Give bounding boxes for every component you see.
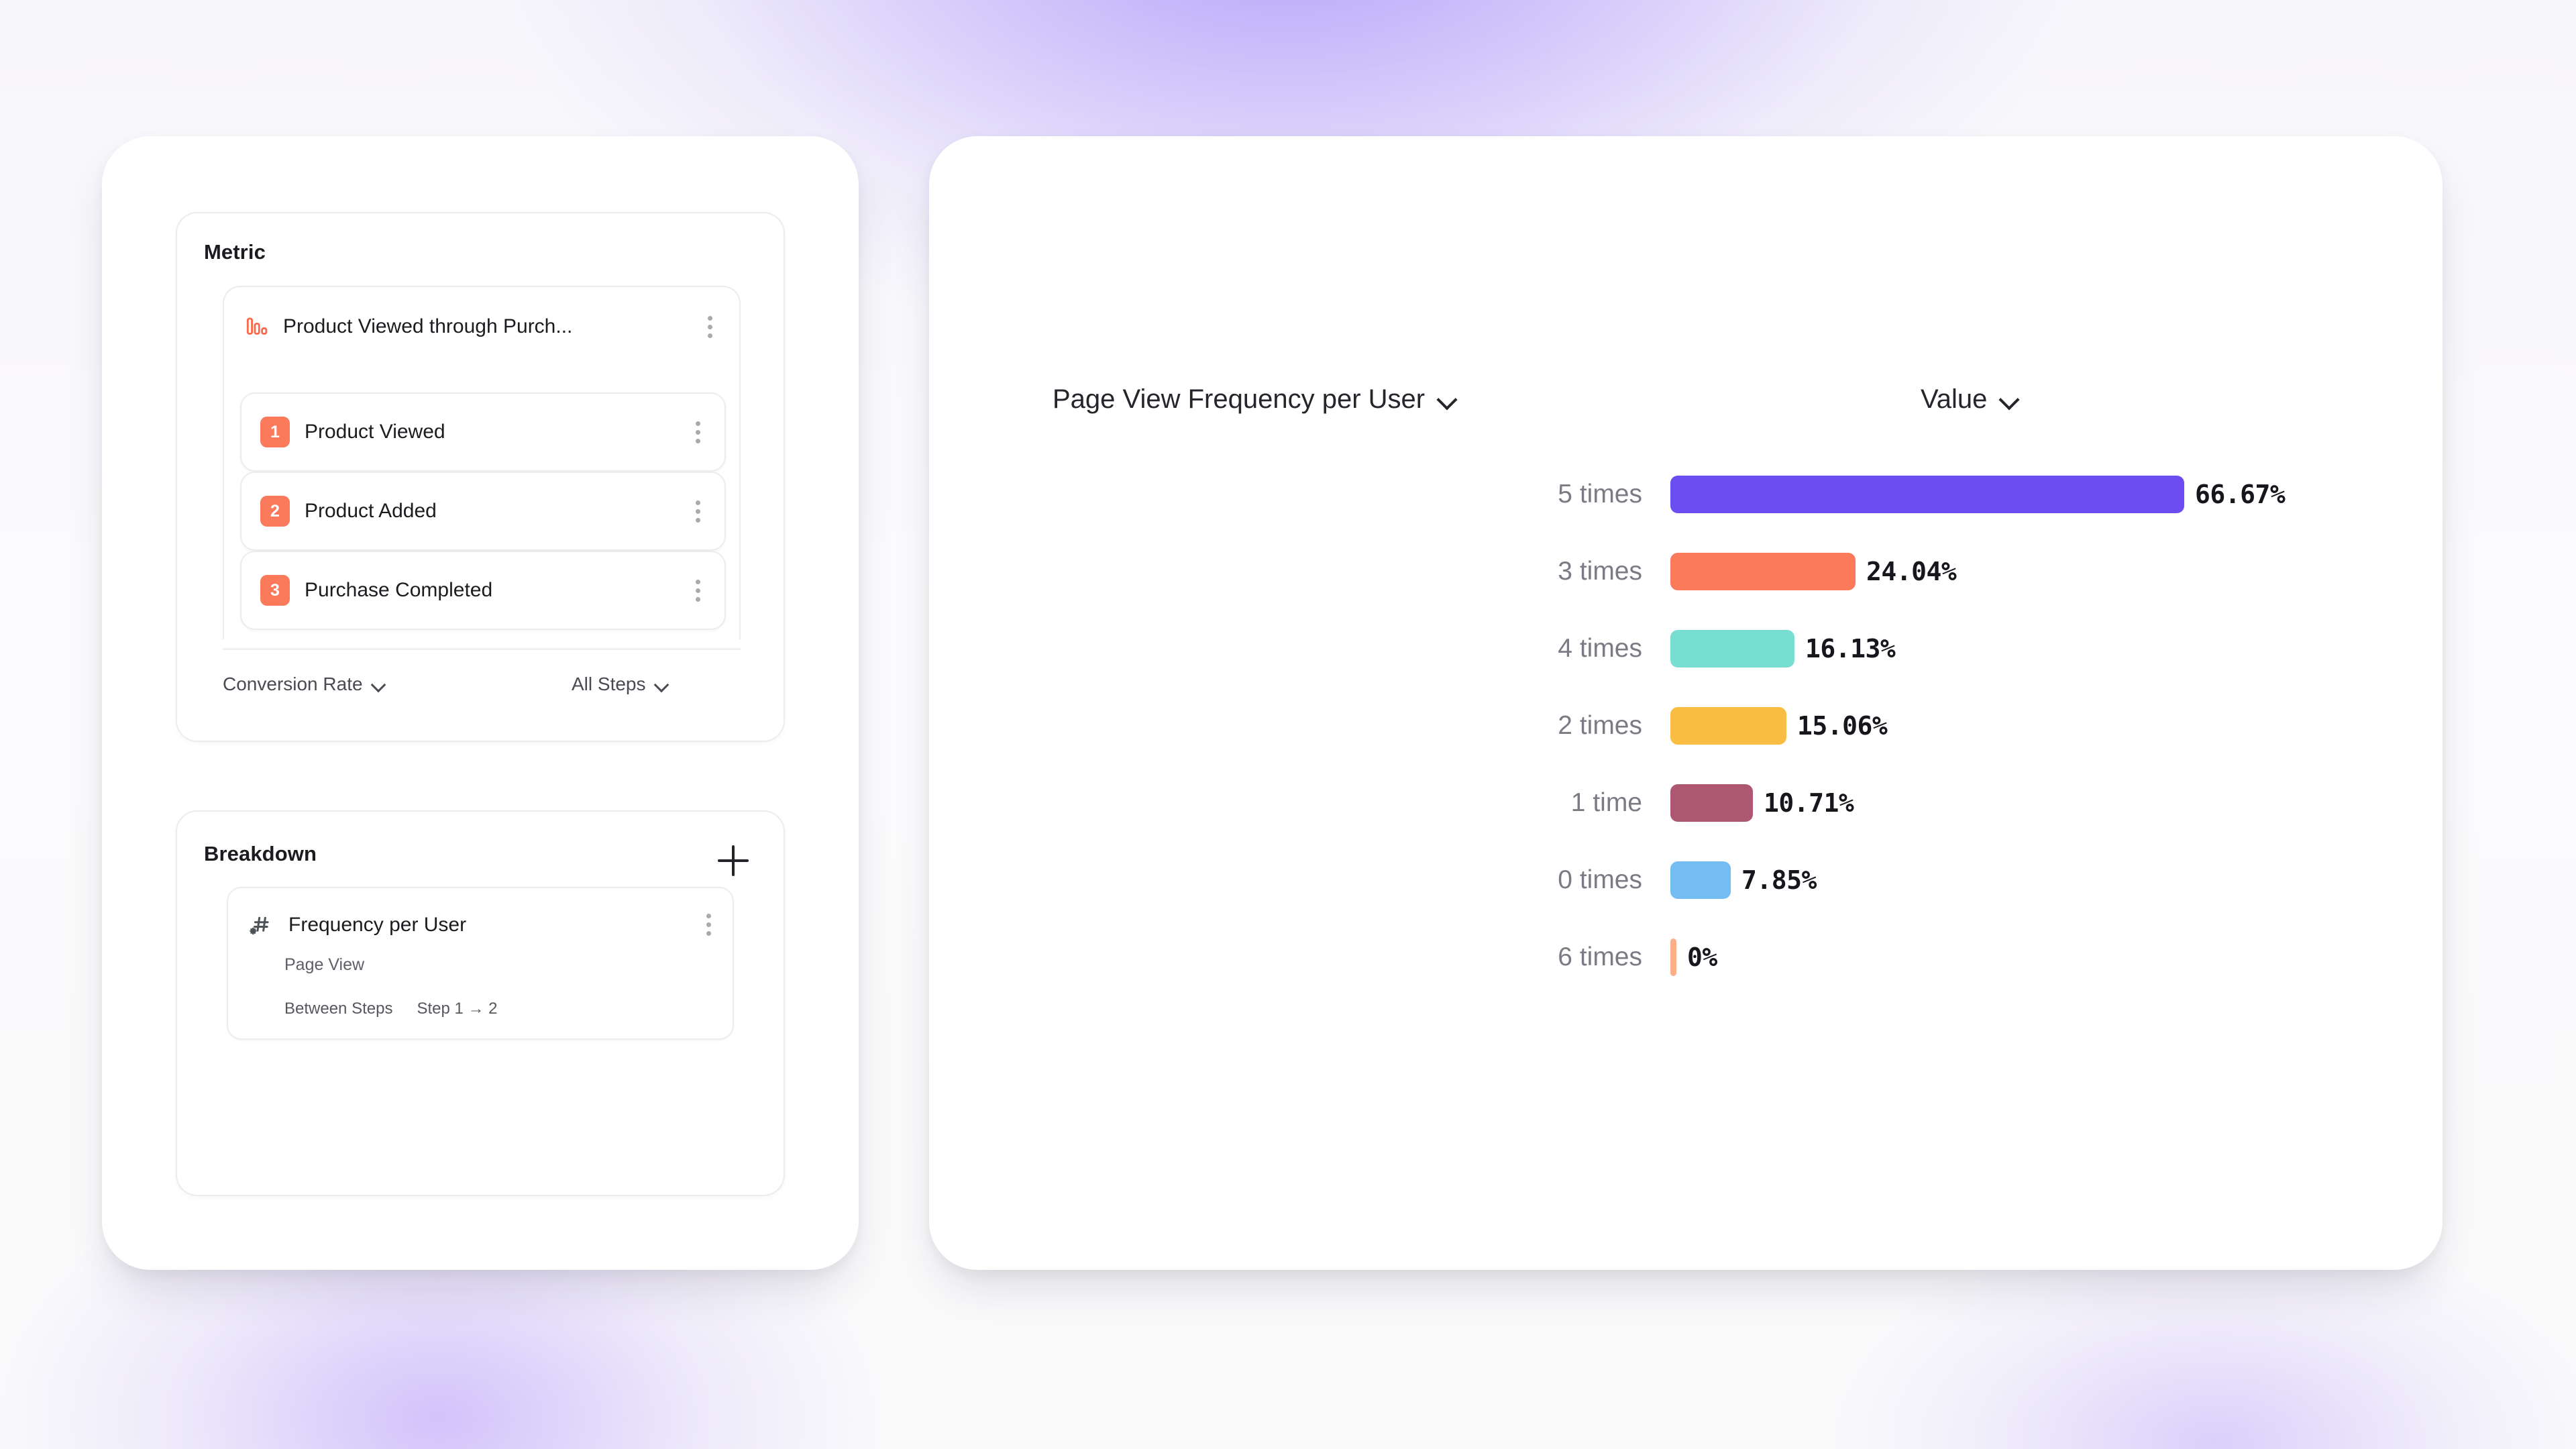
kebab-menu-icon[interactable] bbox=[702, 910, 715, 940]
bar-fill bbox=[1670, 784, 1753, 822]
step-label: Product Added bbox=[305, 500, 437, 522]
bar-track: 0% bbox=[1670, 938, 2443, 976]
bar-track: 15.06% bbox=[1670, 707, 2443, 745]
chart-header: Page View Frequency per User Value bbox=[929, 136, 2443, 414]
breakdown-item-name: Frequency per User bbox=[288, 913, 467, 936]
kebab-menu-icon[interactable] bbox=[692, 576, 704, 606]
bar-row[interactable]: 0 times 7.85% bbox=[929, 861, 2443, 899]
bar-category-label: 2 times bbox=[1558, 711, 1642, 740]
bar-value-label: 10.71% bbox=[1764, 788, 1854, 818]
step-number-badge: 2 bbox=[260, 496, 290, 527]
breakdown-meta-label: Between Steps bbox=[284, 1000, 393, 1018]
bar-track: 7.85% bbox=[1670, 861, 2443, 899]
breakdown-item-subtitle: Page View bbox=[284, 955, 365, 974]
chevron-down-icon bbox=[1438, 391, 1456, 409]
metric-name: Product Viewed through Purch... bbox=[283, 315, 573, 337]
chart-panel: Page View Frequency per User Value 5 tim… bbox=[929, 136, 2443, 1270]
all-steps-label: All Steps bbox=[572, 674, 646, 694]
bar-value-label: 66.67% bbox=[2195, 480, 2286, 509]
breakdown-card: Breakdown Frequency per User bbox=[176, 810, 785, 1196]
bar-value-label: 15.06% bbox=[1797, 711, 1888, 741]
bar-value-label: 16.13% bbox=[1805, 634, 1896, 663]
bar-track: 10.71% bbox=[1670, 784, 2443, 822]
left-config-panel: Metric Product Viewed through Purch... 1… bbox=[102, 136, 859, 1270]
bar-category-label: 0 times bbox=[1558, 865, 1642, 894]
step-label: Product Viewed bbox=[305, 421, 445, 443]
bar-track: 66.67% bbox=[1670, 476, 2443, 513]
bar-category-label: 1 time bbox=[1570, 788, 1642, 817]
all-steps-dropdown[interactable]: All Steps bbox=[572, 674, 668, 695]
bar-row[interactable]: 2 times 15.06% bbox=[929, 707, 2443, 745]
conversion-rate-dropdown[interactable]: Conversion Rate bbox=[223, 674, 385, 695]
bar-fill bbox=[1670, 861, 1731, 899]
kebab-menu-icon[interactable] bbox=[692, 417, 704, 447]
bar-fill bbox=[1670, 476, 2184, 513]
breakdown-item[interactable]: Frequency per User Page View Between Ste… bbox=[227, 887, 734, 1040]
conversion-rate-label: Conversion Rate bbox=[223, 674, 363, 694]
chevron-down-icon bbox=[372, 678, 385, 691]
bar-row[interactable]: 3 times 24.04% bbox=[929, 553, 2443, 590]
breakdown-meta-value: Step 1 → 2 bbox=[417, 1000, 498, 1018]
kebab-menu-icon[interactable] bbox=[692, 496, 704, 527]
step-row[interactable]: 3 Purchase Completed bbox=[240, 551, 726, 630]
bar-row[interactable]: 1 time 10.71% bbox=[929, 784, 2443, 822]
metric-header-row[interactable]: Product Viewed through Purch... bbox=[224, 287, 739, 366]
bar-category-label: 4 times bbox=[1558, 634, 1642, 663]
step-number-badge: 1 bbox=[260, 417, 290, 447]
step-number-badge: 3 bbox=[260, 575, 290, 606]
bar-value-label: 0% bbox=[1687, 943, 1717, 972]
dimension-label: Page View Frequency per User bbox=[1053, 384, 1426, 414]
bar-track: 24.04% bbox=[1670, 553, 2443, 590]
bar-category-label: 6 times bbox=[1558, 943, 1642, 971]
bar-fill bbox=[1670, 553, 1856, 590]
bar-value-label: 24.04% bbox=[1866, 557, 1957, 586]
bar-category-label: 3 times bbox=[1558, 557, 1642, 586]
kebab-menu-icon[interactable] bbox=[704, 312, 716, 342]
metric-card: Metric Product Viewed through Purch... 1… bbox=[176, 212, 785, 742]
bar-fill bbox=[1670, 938, 1676, 976]
chevron-down-icon bbox=[2000, 391, 2018, 409]
funnel-bars-icon bbox=[246, 315, 270, 339]
chevron-down-icon bbox=[655, 678, 668, 691]
metric-card-title: Metric bbox=[204, 240, 266, 264]
plus-icon[interactable] bbox=[718, 845, 749, 876]
bar-fill bbox=[1670, 707, 1786, 745]
dimension-dropdown[interactable]: Page View Frequency per User bbox=[1053, 384, 1456, 415]
bar-row[interactable]: 6 times 0% bbox=[929, 938, 2443, 976]
bar-value-label: 7.85% bbox=[1741, 865, 1817, 895]
bar-fill bbox=[1670, 630, 1794, 667]
step-label: Purchase Completed bbox=[305, 579, 493, 601]
value-label: Value bbox=[1921, 384, 1988, 414]
bar-track: 16.13% bbox=[1670, 630, 2443, 667]
card-divider bbox=[223, 648, 741, 650]
bar-row[interactable]: 4 times 16.13% bbox=[929, 630, 2443, 667]
bar-category-label: 5 times bbox=[1558, 480, 1642, 508]
hash-sparkle-icon bbox=[248, 912, 274, 938]
bar-row[interactable]: 5 times 66.67% bbox=[929, 476, 2443, 513]
metric-group: Product Viewed through Purch... 1 Produc… bbox=[223, 286, 741, 639]
step-row[interactable]: 2 Product Added bbox=[240, 472, 726, 551]
breakdown-card-title: Breakdown bbox=[204, 842, 317, 865]
value-dropdown[interactable]: Value bbox=[1921, 384, 2018, 415]
step-row[interactable]: 1 Product Viewed bbox=[240, 392, 726, 472]
